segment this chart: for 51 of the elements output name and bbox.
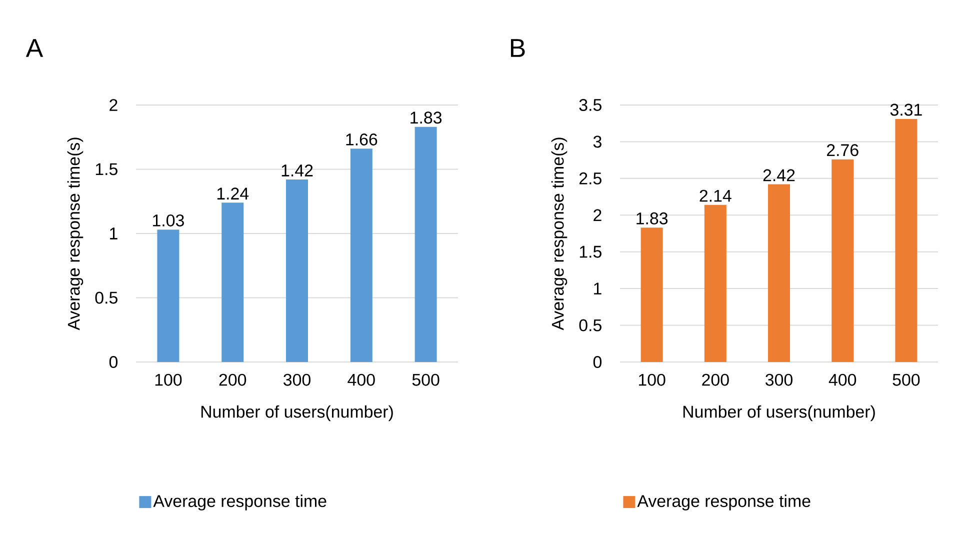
y-tick-label: 0.5 bbox=[95, 292, 118, 304]
data-label: 1.24 bbox=[217, 188, 249, 200]
bar bbox=[414, 126, 437, 362]
data-label: 2.76 bbox=[826, 144, 858, 156]
x-tick-label: 500 bbox=[412, 374, 440, 386]
bar bbox=[895, 118, 918, 362]
x-tick-label: 100 bbox=[638, 374, 666, 386]
x-tick-label: 400 bbox=[348, 374, 375, 386]
x-tick-label: 500 bbox=[892, 374, 920, 386]
x-tick-label: 300 bbox=[284, 374, 310, 386]
bar bbox=[222, 202, 244, 362]
y-tick-label: 0.5 bbox=[579, 319, 602, 332]
data-label: 1.83 bbox=[636, 212, 668, 224]
data-label: 1.42 bbox=[282, 164, 313, 176]
y-axis-title: Average response time(s) bbox=[551, 138, 568, 330]
y-tick-label: 0 bbox=[593, 356, 602, 368]
chart-title: A bbox=[26, 39, 44, 57]
y-tick-label: 1.5 bbox=[96, 163, 118, 176]
y-tick-label: 3 bbox=[593, 136, 602, 148]
legend-label: Average response time bbox=[153, 494, 326, 510]
bar bbox=[157, 230, 180, 362]
x-tick-label: 100 bbox=[155, 374, 182, 386]
bar bbox=[640, 228, 663, 362]
x-tick-label: 200 bbox=[219, 374, 246, 386]
y-tick-label: 3.5 bbox=[579, 98, 602, 111]
x-axis-title: Number of users(number) bbox=[201, 405, 393, 422]
data-label: 2.14 bbox=[700, 190, 732, 202]
y-tick-label: 2.5 bbox=[579, 172, 602, 184]
bar bbox=[286, 180, 308, 362]
y-tick-label: 2 bbox=[110, 99, 118, 111]
data-label: 1.03 bbox=[153, 214, 184, 226]
data-label: 1.66 bbox=[346, 133, 378, 146]
data-label: 3.31 bbox=[890, 104, 922, 116]
x-tick-label: 200 bbox=[702, 374, 729, 386]
x-tick-label: 400 bbox=[828, 374, 856, 386]
y-tick-label: 1 bbox=[594, 282, 602, 294]
data-label: 2.42 bbox=[763, 169, 795, 182]
legend-label: Average response time bbox=[637, 494, 810, 510]
y-tick-label: 0 bbox=[109, 356, 118, 368]
data-label: 1.83 bbox=[410, 112, 442, 124]
y-tick-label: 1.5 bbox=[580, 246, 602, 258]
x-axis-title: Number of users(number) bbox=[683, 405, 875, 422]
chart-title: B bbox=[510, 39, 525, 57]
y-axis-title: Average response time(s) bbox=[67, 138, 84, 330]
bar bbox=[704, 204, 726, 362]
bar bbox=[768, 184, 790, 362]
bar bbox=[832, 159, 854, 362]
bar bbox=[350, 148, 372, 362]
y-tick-label: 1 bbox=[110, 228, 118, 240]
y-tick-label: 2 bbox=[594, 209, 602, 222]
x-tick-label: 300 bbox=[766, 374, 792, 386]
